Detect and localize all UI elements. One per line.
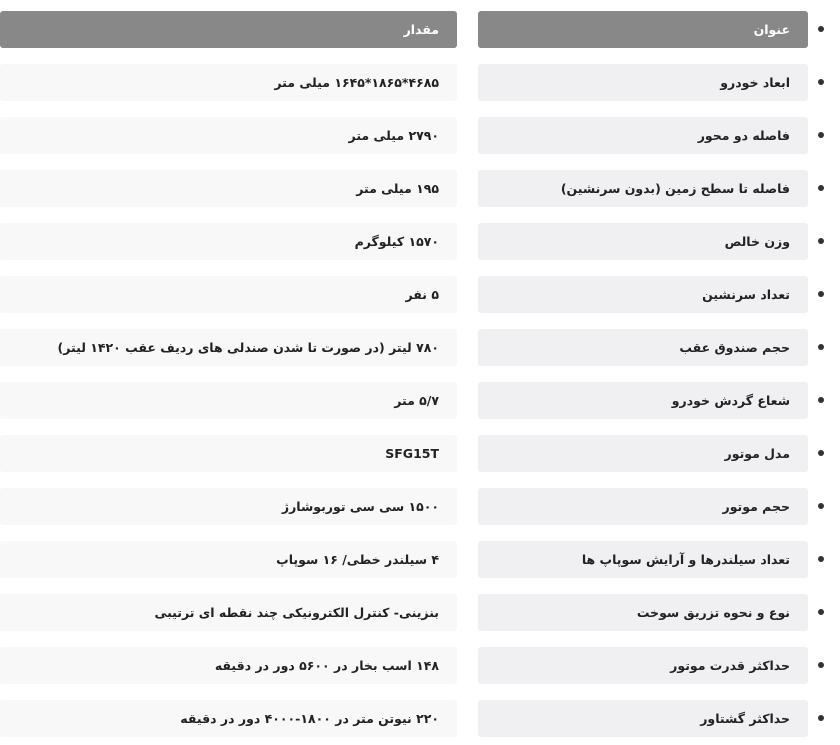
table-row: تعداد سرنشین ۵ نفر: [0, 276, 840, 313]
row-value: ۵/۷ متر: [0, 382, 457, 419]
bullet-icon: [818, 397, 824, 403]
bullet-icon: [818, 79, 824, 85]
bullet-icon: [818, 291, 824, 297]
row-value: ۷۸۰ لیتر (در صورت تا شدن صندلی های ردیف …: [0, 329, 457, 366]
bullet-icon: [818, 238, 824, 244]
bullet-icon: [818, 132, 824, 138]
table-row: تعداد سیلندرها و آرایش سوپاپ ها ۴ سیلندر …: [0, 541, 840, 578]
bullet-icon: [818, 556, 824, 562]
row-value: ۱۹۵ میلی متر: [0, 170, 457, 207]
table-row: حجم موتور ۱۵۰۰ سی سی توربوشارژ: [0, 488, 840, 525]
bullet-icon: [818, 450, 824, 456]
table-row: وزن خالص ۱۵۷۰ کیلوگرم: [0, 223, 840, 260]
row-value: ۴ سیلندر خطی/ ۱۶ سوپاپ: [0, 541, 457, 578]
row-value: ۱۵۰۰ سی سی توربوشارژ: [0, 488, 457, 525]
bullet-icon: [818, 503, 824, 509]
row-title: ابعاد خودرو: [478, 64, 808, 101]
row-title: حجم موتور: [478, 488, 808, 525]
bullet-icon: [818, 609, 824, 615]
row-title: حداکثر قدرت موتور: [478, 647, 808, 684]
row-title: فاصله دو محور: [478, 117, 808, 154]
row-title: وزن خالص: [478, 223, 808, 260]
row-value: بنزینی- کنترل الکترونیکی چند نقطه ای ترت…: [0, 594, 457, 631]
row-value: ۴۶۸۵*۱۸۶۵*۱۶۴۵ میلی متر: [0, 64, 457, 101]
row-title: حداکثر گشتاور: [478, 700, 808, 737]
bullet-icon: [818, 26, 824, 32]
table-row: حداکثر قدرت موتور ۱۴۸ اسب بخار در ۵۶۰۰ دو…: [0, 647, 840, 684]
table-header: عنوان مقدار: [0, 11, 840, 48]
bullet-icon: [818, 344, 824, 350]
bullet-icon: [818, 662, 824, 668]
row-value: SFG15T: [0, 435, 457, 472]
row-value: ۱۴۸ اسب بخار در ۵۶۰۰ دور در دقیقه: [0, 647, 457, 684]
row-title: فاصله تا سطح زمین (بدون سرنشین): [478, 170, 808, 207]
table-row: فاصله دو محور ۲۷۹۰ میلی متر: [0, 117, 840, 154]
table-row: نوع و نحوه تزریق سوخت بنزینی- کنترل الکتر…: [0, 594, 840, 631]
header-title: عنوان: [478, 11, 808, 48]
table-row: حجم صندوق عقب ۷۸۰ لیتر (در صورت تا شدن صن…: [0, 329, 840, 366]
row-title: نوع و نحوه تزریق سوخت: [478, 594, 808, 631]
row-title: مدل موتور: [478, 435, 808, 472]
row-value: ۱۵۷۰ کیلوگرم: [0, 223, 457, 260]
row-title: تعداد سرنشین: [478, 276, 808, 313]
table-row: ابعاد خودرو ۴۶۸۵*۱۸۶۵*۱۶۴۵ میلی متر: [0, 64, 840, 101]
row-title: تعداد سیلندرها و آرایش سوپاپ ها: [478, 541, 808, 578]
row-value: ۵ نفر: [0, 276, 457, 313]
table-row: شعاع گردش خودرو ۵/۷ متر: [0, 382, 840, 419]
row-value: ۲۷۹۰ میلی متر: [0, 117, 457, 154]
row-title: شعاع گردش خودرو: [478, 382, 808, 419]
table-row: حداکثر گشتاور ۲۲۰ نیوتن متر در ۱۸۰۰-۴۰۰۰ …: [0, 700, 840, 737]
row-title: حجم صندوق عقب: [478, 329, 808, 366]
bullet-icon: [818, 715, 824, 721]
table-row: مدل موتور SFG15T: [0, 435, 840, 472]
table-row: فاصله تا سطح زمین (بدون سرنشین) ۱۹۵ میلی …: [0, 170, 840, 207]
header-value: مقدار: [0, 11, 457, 48]
row-value: ۲۲۰ نیوتن متر در ۱۸۰۰-۴۰۰۰ دور در دقیقه: [0, 700, 457, 737]
bullet-icon: [818, 185, 824, 191]
